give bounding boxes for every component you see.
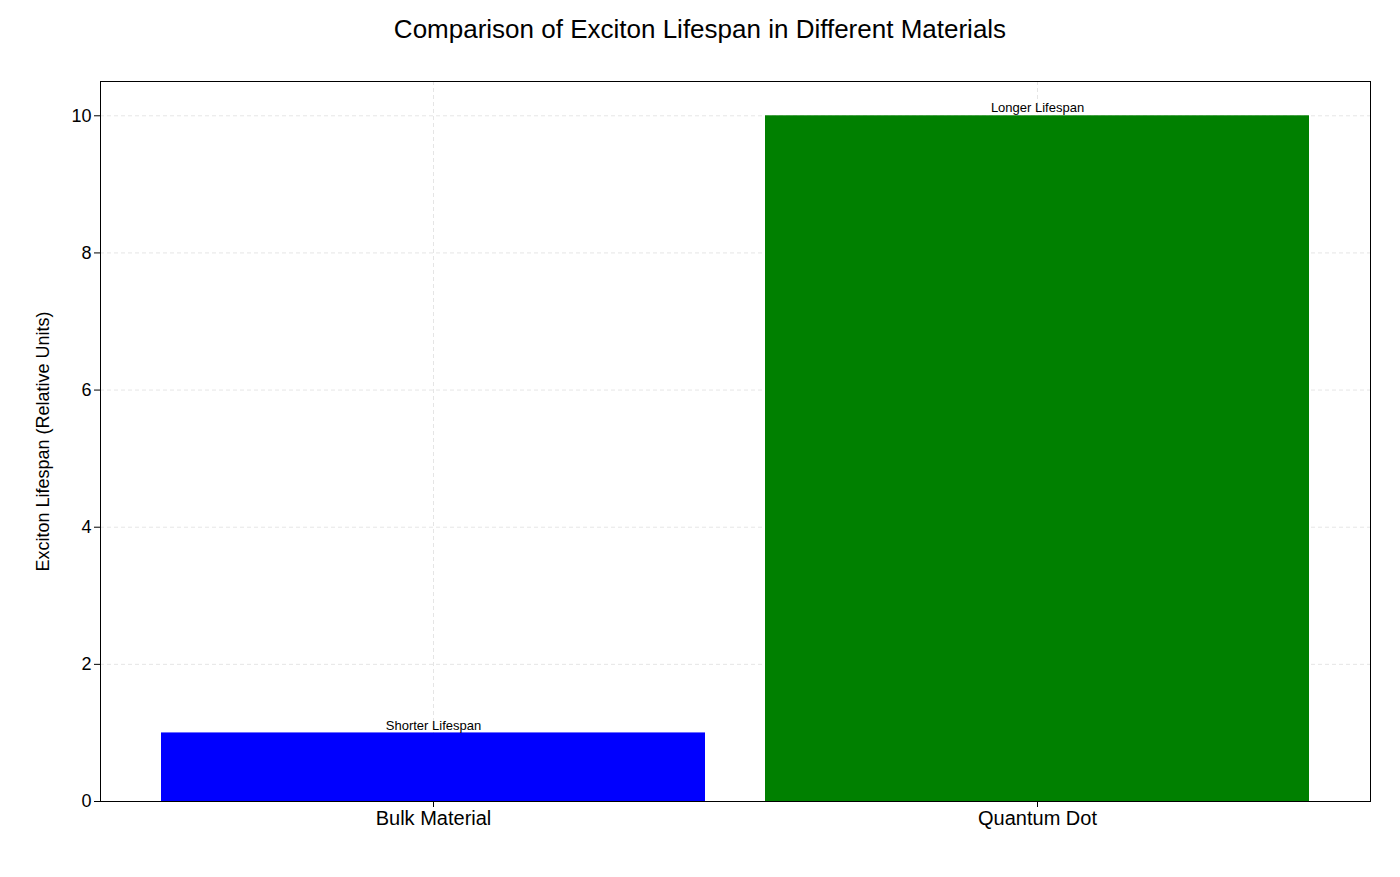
svg-text:Shorter Lifespan: Shorter Lifespan [386, 718, 481, 733]
svg-text:2: 2 [81, 654, 91, 674]
svg-text:Bulk Material: Bulk Material [376, 807, 492, 829]
svg-text:6: 6 [81, 380, 91, 400]
svg-text:10: 10 [71, 106, 91, 126]
svg-text:8: 8 [81, 243, 91, 263]
svg-text:0: 0 [81, 791, 91, 811]
svg-text:4: 4 [81, 517, 91, 537]
svg-text:Quantum Dot: Quantum Dot [978, 807, 1097, 829]
html-text:Comparison of Exciton Lifespan: Comparison of Exciton Lifespan in Differ… [393, 14, 1007, 44]
svg-text:Longer Lifespan: Longer Lifespan [991, 100, 1084, 115]
svg-text:Exciton Lifespan (Relative Uni: Exciton Lifespan (Relative Units) [33, 311, 53, 571]
